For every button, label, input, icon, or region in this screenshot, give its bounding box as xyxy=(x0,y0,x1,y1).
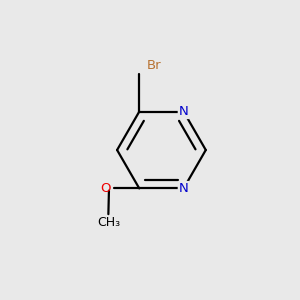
Text: Br: Br xyxy=(146,58,161,71)
Text: N: N xyxy=(179,105,188,118)
Text: N: N xyxy=(179,182,188,195)
Text: O: O xyxy=(100,182,111,195)
Text: CH₃: CH₃ xyxy=(97,216,120,229)
